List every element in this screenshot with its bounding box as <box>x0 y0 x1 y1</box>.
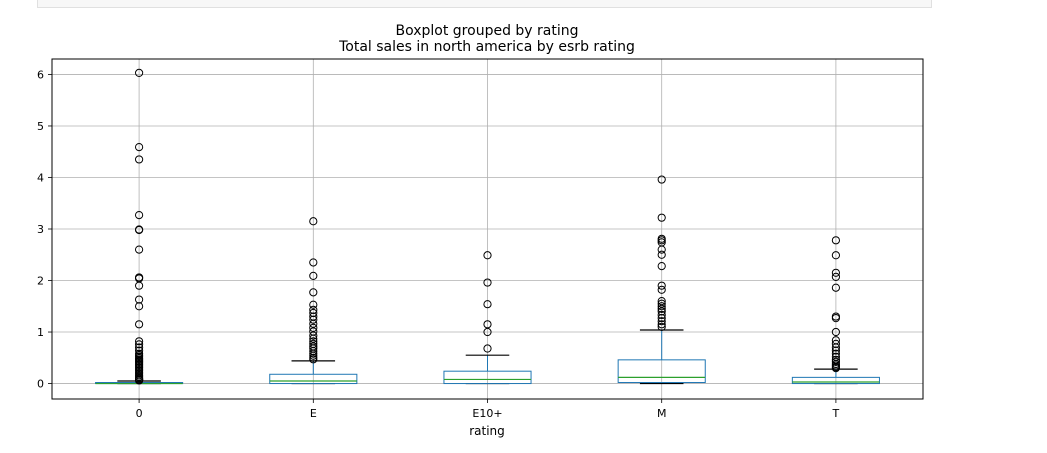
iqr-box <box>269 373 358 385</box>
flier-point <box>483 320 492 329</box>
flier-point <box>483 251 492 260</box>
flier-point <box>309 315 318 324</box>
flier-point <box>657 314 666 323</box>
flier-point <box>135 320 144 329</box>
flier-point <box>831 346 841 355</box>
fliers <box>135 68 841 385</box>
flier-point <box>309 217 318 226</box>
flier-point <box>483 344 492 353</box>
flier-point <box>831 327 841 337</box>
flier-point <box>657 317 666 326</box>
flier-point <box>831 349 841 358</box>
flier-point <box>135 343 144 352</box>
flier-point <box>135 225 144 235</box>
flier-point <box>309 300 318 309</box>
flier-point <box>657 299 666 308</box>
grid <box>52 59 923 399</box>
flier-point <box>135 210 144 220</box>
flier-point <box>135 155 144 164</box>
flier-point <box>831 268 841 277</box>
iqr-box <box>443 370 532 385</box>
y-tick-label: 3 <box>37 223 44 236</box>
flier-point <box>135 68 144 78</box>
flier-point <box>657 322 666 331</box>
flier-point <box>135 346 144 355</box>
flier-point <box>657 236 666 245</box>
flier-point <box>135 340 144 349</box>
y-tick-label: 0 <box>37 378 44 391</box>
flier-point <box>657 297 666 306</box>
flier-point <box>309 323 318 333</box>
flier-point <box>135 376 144 385</box>
flier-point <box>831 343 841 352</box>
flier-point <box>831 251 841 260</box>
flier-point <box>831 283 841 292</box>
flier-point <box>135 245 144 254</box>
flier-point <box>309 334 318 343</box>
flier-point <box>309 351 318 360</box>
flier-point <box>657 320 666 329</box>
iqr-box <box>791 376 880 385</box>
x-tick-label: M <box>657 407 667 420</box>
flier-point <box>309 308 318 318</box>
flier-point <box>309 288 318 297</box>
y-tick-label: 5 <box>37 120 44 133</box>
flier-point <box>135 337 144 346</box>
iqr-box <box>617 359 706 384</box>
flier-point <box>309 258 318 267</box>
ticks: 0 1 2 3 4 5 6 0 E E10+ M T <box>37 68 840 420</box>
flier-point <box>657 310 666 320</box>
x-tick-label: E10+ <box>472 407 502 420</box>
flier-point <box>657 261 666 271</box>
flier-point <box>657 281 666 290</box>
flier-point <box>483 278 492 287</box>
chart-title: Boxplot grouped by rating <box>395 23 578 39</box>
flier-point <box>309 305 318 314</box>
flier-point <box>657 250 666 259</box>
flier-point <box>135 295 144 304</box>
x-axis-label: rating <box>469 424 505 438</box>
flier-point <box>309 331 318 340</box>
flier-point <box>657 245 666 254</box>
chart-subtitle: Total sales in north america by esrb rat… <box>338 39 635 55</box>
flier-point <box>483 300 492 309</box>
y-tick-label: 2 <box>37 275 44 288</box>
flier-point <box>309 349 318 358</box>
flier-point <box>657 213 666 222</box>
y-tick-label: 4 <box>37 171 44 184</box>
flier-point <box>135 302 144 311</box>
flier-point <box>657 307 666 316</box>
x-tick-label: T <box>832 407 840 420</box>
y-tick-label: 1 <box>37 326 44 339</box>
flier-point <box>657 304 666 313</box>
flier-point <box>831 314 841 323</box>
flier-point <box>309 346 318 356</box>
flier-point <box>831 357 841 367</box>
flier-point <box>135 281 144 290</box>
flier-point <box>483 327 492 337</box>
flier-point <box>657 302 666 311</box>
flier-point <box>831 236 841 245</box>
y-tick-label: 6 <box>37 68 44 81</box>
flier-point <box>309 319 318 328</box>
flier-point <box>309 355 318 364</box>
flier-point <box>657 285 666 294</box>
flier-point <box>309 271 318 280</box>
notebook-output-strip <box>37 0 932 8</box>
x-tick-label: 0 <box>136 407 143 420</box>
flier-point <box>831 272 841 282</box>
x-tick-label: E <box>310 407 317 420</box>
flier-point <box>657 175 666 184</box>
flier-point <box>135 142 144 152</box>
flier-point <box>831 363 841 373</box>
flier-point <box>831 339 841 348</box>
